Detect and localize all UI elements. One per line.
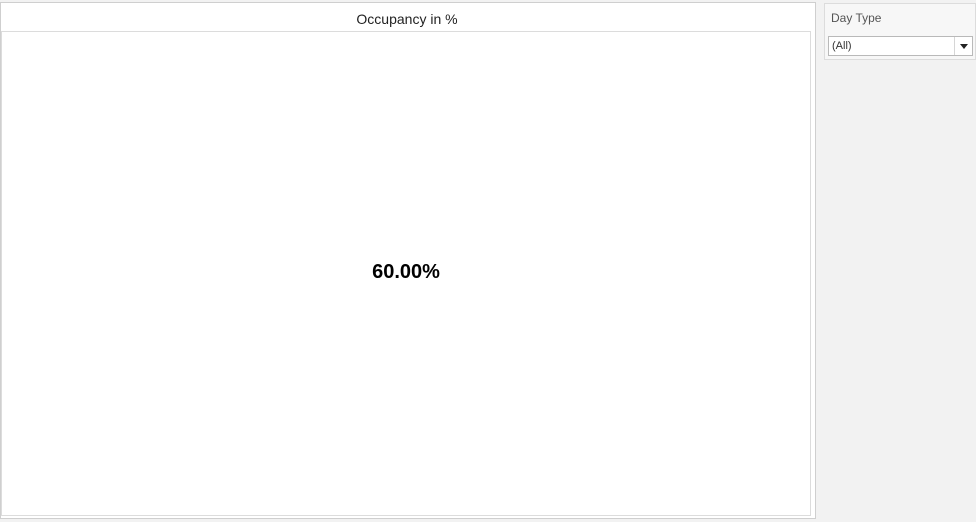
day-type-filter-title: Day Type <box>831 11 882 25</box>
dropdown-arrow-button[interactable] <box>954 37 972 55</box>
occupancy-kpi-value[interactable]: 60.00% <box>372 261 440 283</box>
visualization-panel: Occupancy in % 60.00% <box>0 2 816 519</box>
visualization-pane[interactable]: 60.00% <box>1 31 811 516</box>
triangle-down-icon <box>959 43 968 49</box>
filter-sidebar: Day Type (All) <box>818 0 976 522</box>
day-type-dropdown[interactable]: (All) <box>828 36 973 56</box>
worksheet-title: Occupancy in % <box>356 11 458 27</box>
day-type-filter-card: Day Type (All) <box>824 3 976 60</box>
day-type-selected-value: (All) <box>832 40 852 52</box>
